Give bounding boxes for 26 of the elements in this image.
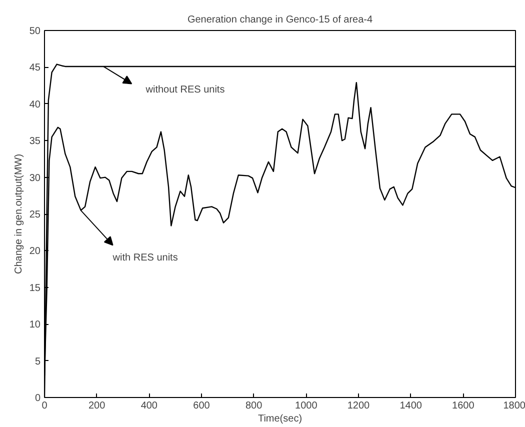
y-tick-label: 45: [29, 62, 41, 74]
y-tick-label: 40: [29, 99, 41, 110]
x-tick-label: 400: [140, 400, 158, 412]
y-tick-label: 50: [29, 26, 41, 37]
x-tick-label: 800: [245, 400, 263, 412]
x-tick-label: 1200: [347, 400, 370, 412]
x-tick-label: 1800: [503, 400, 525, 412]
y-tick-label: 10: [29, 320, 41, 331]
y-tick-label: 30: [29, 172, 41, 184]
y-tick-label: 15: [29, 282, 41, 294]
x-tick-label: 1400: [400, 400, 422, 412]
y-axis-title: Change in gen.output(MW): [13, 154, 24, 274]
y-tick-label: 25: [29, 210, 41, 220]
chart-title: Generation change in Genco-15 of area-4: [187, 14, 373, 26]
annotation: without RES units: [144, 84, 225, 96]
x-tick-label: 1000: [295, 400, 318, 412]
x-tick-label: 0: [42, 400, 48, 412]
x-axis-title: Time(sec): [258, 414, 302, 424]
y-tick-label: 0: [34, 393, 41, 404]
x-tick-label: 1600: [452, 400, 475, 412]
y-tick-label: 5: [34, 356, 41, 368]
y-tick-label: 35: [29, 136, 41, 148]
x-tick-label: 200: [88, 400, 106, 412]
y-tick-label: 20: [29, 246, 41, 258]
x-tick-label: 600: [193, 400, 210, 412]
annotation: with RES units: [112, 252, 178, 264]
